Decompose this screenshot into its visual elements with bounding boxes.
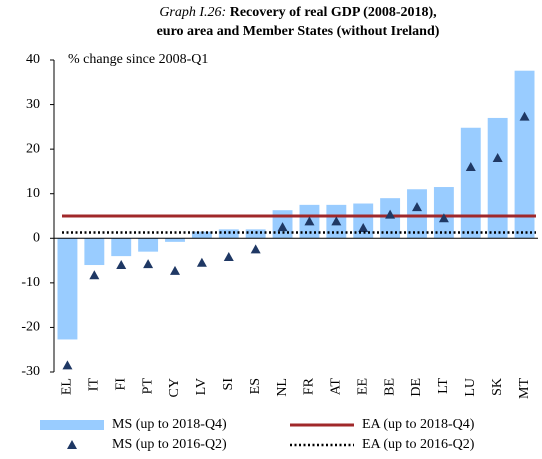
marker bbox=[412, 202, 422, 212]
x-tick-label: DE bbox=[409, 378, 424, 397]
y-tick-label: -10 bbox=[21, 275, 40, 290]
x-tick-label: ES bbox=[248, 378, 263, 394]
legend-label: EA (up to 2018-Q4) bbox=[362, 417, 475, 432]
marker bbox=[89, 270, 100, 280]
legend-label: MS (up to 2016-Q2) bbox=[112, 437, 227, 452]
x-tick-label: CY bbox=[167, 378, 182, 397]
marker bbox=[223, 252, 234, 262]
marker bbox=[304, 216, 315, 226]
bar bbox=[165, 238, 185, 242]
x-tick-label: SI bbox=[221, 378, 236, 391]
x-tick-label: LT bbox=[436, 378, 451, 394]
marker bbox=[438, 213, 449, 223]
marker bbox=[519, 111, 530, 121]
y-tick-label: 0 bbox=[33, 231, 40, 246]
bar bbox=[57, 238, 78, 340]
bar bbox=[191, 231, 212, 239]
x-tick-label: LV bbox=[194, 378, 209, 395]
x-tick-label: EL bbox=[60, 378, 75, 395]
x-tick-label: EE bbox=[355, 378, 370, 395]
legend-label: MS (up to 2018-Q4) bbox=[112, 417, 227, 432]
annotation: % change since 2008-Q1 bbox=[68, 52, 208, 67]
marker bbox=[492, 153, 503, 163]
bar bbox=[218, 229, 239, 239]
y-tick-label: 10 bbox=[26, 186, 40, 201]
title-main: Recovery of real GDP (2008-2018), bbox=[230, 5, 437, 20]
x-tick-label: LU bbox=[463, 378, 478, 397]
bar bbox=[407, 189, 427, 239]
marker bbox=[143, 259, 154, 269]
x-tick-label: FR bbox=[302, 377, 317, 395]
y-tick-label: 30 bbox=[26, 97, 40, 112]
title-prefix: Graph I.26: bbox=[159, 5, 226, 20]
x-tick-label: NL bbox=[275, 378, 290, 397]
chart-title: Graph I.26: Recovery of real GDP (2008-2… bbox=[159, 5, 436, 20]
x-tick-label: MT bbox=[517, 378, 532, 399]
marker bbox=[465, 161, 476, 171]
y-tick-label: 40 bbox=[26, 52, 40, 67]
marker bbox=[250, 244, 261, 254]
marker bbox=[196, 257, 207, 267]
y-tick-label: -20 bbox=[21, 320, 40, 335]
legend-swatch bbox=[67, 440, 77, 449]
legend-swatch bbox=[40, 420, 104, 430]
chart-subtitle: euro area and Member States (without Ire… bbox=[157, 24, 440, 39]
bar bbox=[353, 203, 374, 239]
bar bbox=[84, 238, 105, 266]
bar bbox=[487, 117, 508, 239]
marker bbox=[385, 209, 396, 219]
bar bbox=[245, 229, 266, 239]
bar bbox=[460, 127, 481, 239]
y-tick-label: 20 bbox=[26, 141, 40, 156]
x-tick-label: SK bbox=[490, 378, 505, 396]
marker bbox=[170, 265, 180, 275]
marker bbox=[331, 216, 342, 226]
bar bbox=[433, 187, 454, 239]
bar bbox=[514, 70, 535, 239]
marker bbox=[116, 260, 127, 270]
marker bbox=[62, 360, 73, 370]
marker bbox=[358, 223, 369, 233]
legend-label: EA (up to 2016-Q2) bbox=[362, 437, 475, 452]
x-tick-label: AT bbox=[329, 378, 344, 396]
x-tick-label: PT bbox=[140, 378, 155, 395]
x-tick-label: FI bbox=[113, 378, 128, 391]
marker bbox=[277, 222, 288, 232]
x-tick-label: BE bbox=[382, 378, 397, 396]
bar bbox=[111, 238, 132, 257]
x-tick-label: IT bbox=[87, 378, 102, 392]
bar bbox=[138, 238, 159, 252]
y-tick-label: -30 bbox=[21, 364, 40, 379]
